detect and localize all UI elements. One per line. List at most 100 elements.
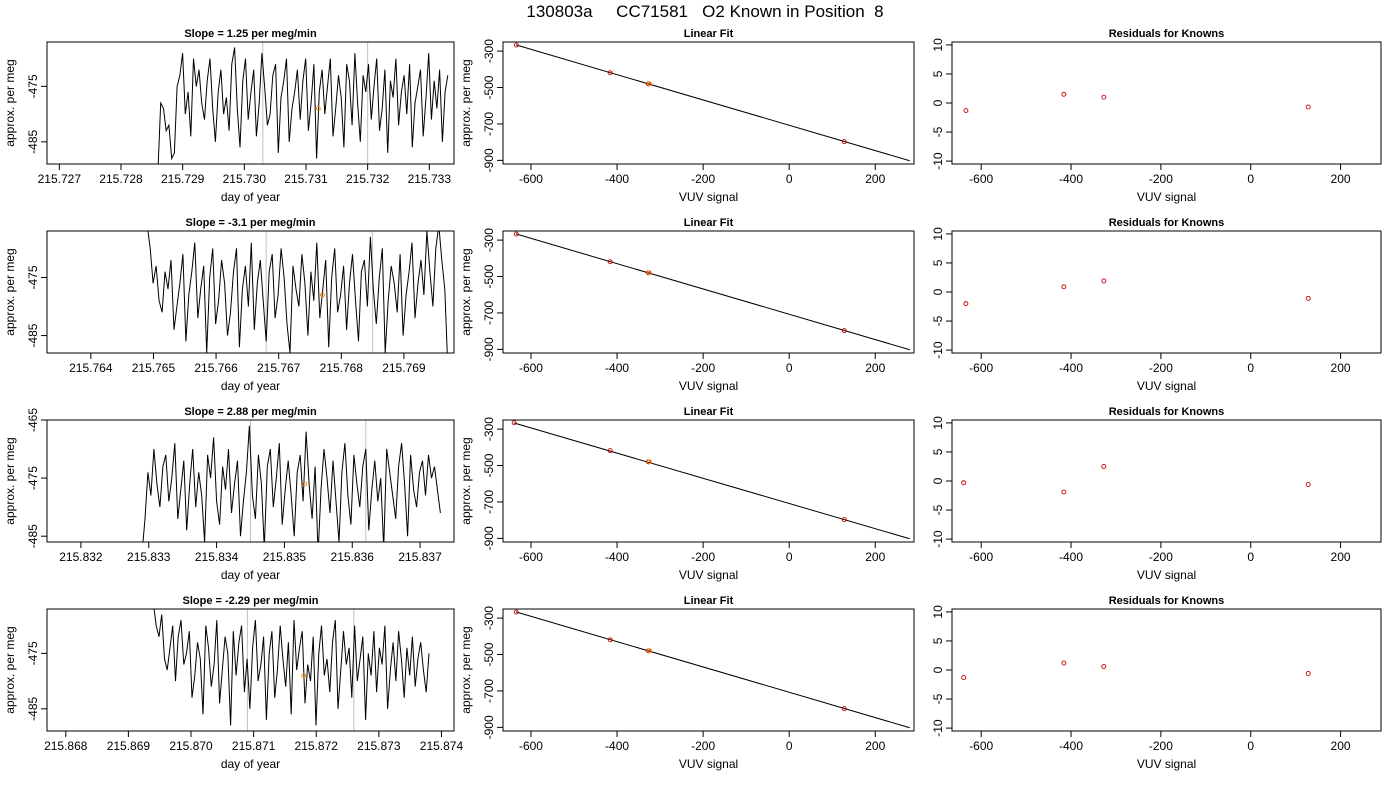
fit-3-frame	[502, 419, 915, 543]
fit-3-point	[841, 517, 847, 523]
residuals-1-point	[1305, 104, 1311, 110]
fit-4-point	[513, 609, 519, 615]
fit-3-x-tick-label: -600	[519, 550, 543, 564]
fit-3-x-tick-label: -200	[691, 550, 715, 564]
timeseries-2-title: Slope = -3.1 per meg/min	[186, 217, 316, 229]
residuals-2-title: Residuals for Knowns	[1109, 217, 1225, 229]
fit-1-y-tick-label: -300	[482, 39, 496, 63]
timeseries-3-frame	[46, 419, 455, 543]
residuals-2-y-tick-label: 0	[931, 288, 945, 295]
residuals-4-point	[1061, 660, 1067, 666]
fit-1-x-tick-label: -200	[691, 172, 715, 186]
residuals-1-x-tick-label: -400	[1059, 172, 1083, 186]
fit-2-y-tick-label: -500	[482, 264, 496, 288]
fit-4-point	[607, 637, 613, 643]
timeseries-3-y-tick-label: -485	[26, 524, 40, 548]
figure-title: 130803a CC71581 O2 Known in Position 8	[526, 2, 884, 21]
residuals-4-x-tick-label: -400	[1059, 739, 1083, 753]
residuals-4-panel: Residuals for Knowns -600 -400 -200 0 200 10 5 0…	[931, 595, 1382, 771]
fit-1-title: Linear Fit	[684, 28, 734, 40]
fit-4-y-tick-label: -300	[482, 606, 496, 630]
timeseries-2-data	[147, 231, 448, 353]
timeseries-4-x-tick-label: 215.872	[295, 739, 339, 753]
residuals-1-y-tick-label: 0	[931, 99, 945, 106]
fit-1-x-tick-label: 0	[786, 172, 793, 186]
timeseries-4-title: Slope = -2.29 per meg/min	[182, 595, 318, 607]
timeseries-4-series-line	[153, 609, 430, 726]
timeseries-1-x-tick-label: 215.733	[408, 172, 452, 186]
fit-2-x-tick-label: -400	[605, 361, 629, 375]
residuals-2-point	[1305, 295, 1311, 301]
fit-3-y-tick-label: -500	[482, 453, 496, 477]
fit-1-y-tick-label: -500	[482, 75, 496, 99]
residuals-1-x-tick-label: 0	[1247, 172, 1254, 186]
timeseries-1-frame	[46, 41, 455, 165]
fit-1-point	[513, 42, 519, 48]
fit-4-point	[841, 706, 847, 712]
residuals-4-point	[1305, 671, 1311, 676]
fit-1-highlight-point	[646, 81, 652, 87]
fit-1-data	[513, 42, 910, 162]
timeseries-3-y-tick-label: -465	[26, 408, 40, 432]
fit-2-x-tick-label: 200	[865, 361, 885, 375]
residuals-1-data	[963, 91, 1311, 114]
residuals-4-point	[961, 675, 967, 681]
residuals-1-y-tick-label: 10	[931, 38, 945, 52]
residuals-2-point	[1061, 284, 1067, 290]
fit-1-y-tick-label: -900	[482, 148, 496, 172]
timeseries-1-panel: Slope = 1.25 per meg/min 215.727 215.728 21…	[3, 28, 455, 204]
residuals-2-x-tick-label: 200	[1331, 361, 1351, 375]
timeseries-4-y-tick-label: -475	[26, 641, 40, 665]
fit-3-data	[511, 420, 910, 540]
timeseries-2-y-tick-label: -475	[26, 265, 40, 289]
fit-3-panel: Linear Fit -600 -400 -200 0 200 -300 -500 -700 -9…	[459, 406, 915, 582]
timeseries-1-series-line	[157, 47, 449, 164]
residuals-2-x-tick-label: -200	[1149, 361, 1173, 375]
residuals-3-point	[1061, 489, 1067, 495]
timeseries-3-x-tick-label: 215.836	[331, 550, 375, 564]
timeseries-3-title: Slope = 2.88 per meg/min	[184, 406, 317, 418]
timeseries-1-x-tick-label: 215.732	[346, 172, 390, 186]
fit-2-x-tick-label: -200	[691, 361, 715, 375]
timeseries-2-x-tick-label: 215.767	[257, 361, 301, 375]
timeseries-3-y-tick-label: -475	[26, 466, 40, 490]
fit-4-y-tick-label: -900	[482, 715, 496, 739]
fit-2-frame	[502, 230, 915, 354]
residuals-3-y-tick-label: -5	[931, 504, 945, 515]
timeseries-1-x-axis-label: day of year	[221, 190, 280, 204]
residuals-4-x-axis-label: VUV signal	[1137, 757, 1196, 771]
fit-4-y-tick-label: -500	[482, 642, 496, 666]
residuals-2-y-tick-label: 10	[931, 227, 945, 241]
fit-4-frame	[502, 608, 915, 732]
fit-4-data	[513, 609, 910, 729]
fit-4-x-tick-label: 200	[865, 739, 885, 753]
residuals-4-y-tick-label: 10	[931, 605, 945, 619]
residuals-3-x-tick-label: -400	[1059, 550, 1083, 564]
timeseries-3-x-tick-label: 215.833	[127, 550, 171, 564]
residuals-2-panel: Residuals for Knowns -600 -400 -200 0 200 10 5 0…	[931, 217, 1382, 393]
timeseries-2-panel: Slope = -3.1 per meg/min 215.764 215.765 21…	[3, 217, 455, 393]
timeseries-4-x-tick-label: 215.868	[44, 739, 88, 753]
residuals-3-x-tick-label: -600	[969, 550, 993, 564]
fit-4-x-tick-label: -400	[605, 739, 629, 753]
timeseries-1-x-tick-label: 215.731	[284, 172, 328, 186]
fit-3-x-tick-label: -400	[605, 550, 629, 564]
residuals-3-y-tick-label: 5	[931, 448, 945, 455]
fit-2-x-axis-label: VUV signal	[679, 379, 738, 393]
fit-2-point	[607, 259, 613, 265]
timeseries-2-highlight-point	[320, 292, 325, 298]
timeseries-3-panel: Slope = 2.88 per meg/min 215.832 215.833 21…	[3, 406, 455, 582]
timeseries-1-data	[157, 42, 449, 164]
residuals-4-x-tick-label: -200	[1149, 739, 1173, 753]
timeseries-4-x-tick-label: 215.871	[232, 739, 276, 753]
residuals-3-title: Residuals for Knowns	[1109, 406, 1225, 418]
residuals-2-x-axis-label: VUV signal	[1137, 379, 1196, 393]
timeseries-1-x-tick-label: 215.728	[99, 172, 143, 186]
fit-3-x-tick-label: 0	[786, 550, 793, 564]
timeseries-4-y-axis-label: approx. per meg	[3, 626, 17, 713]
residuals-1-panel: Residuals for Knowns -600 -400 -200 0 200 10 5 0…	[931, 28, 1382, 204]
fit-2-highlight-point	[646, 270, 652, 276]
residuals-1-y-tick-label: -10	[931, 152, 945, 170]
residuals-1-title: Residuals for Knowns	[1109, 28, 1225, 40]
timeseries-4-data	[153, 609, 430, 731]
